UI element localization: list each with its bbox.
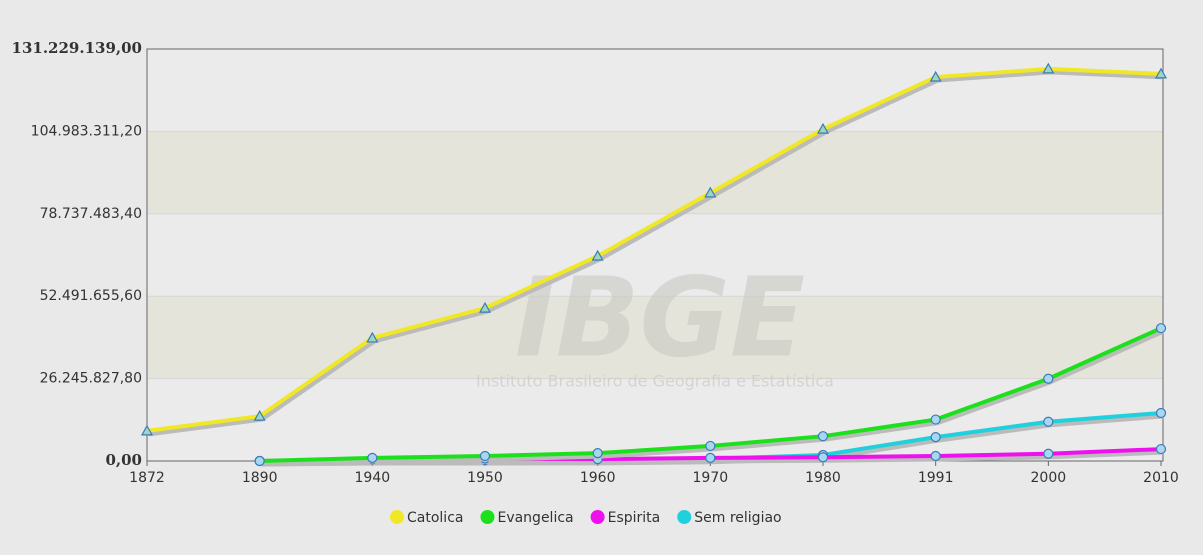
y-tick-label: 131.229.139,00 — [12, 39, 142, 57]
x-tick-label: 1872 — [129, 470, 165, 486]
marker — [1155, 407, 1167, 419]
marker — [591, 249, 604, 261]
marker — [253, 409, 266, 421]
marker — [366, 331, 379, 343]
x-tick-label: 1960 — [580, 470, 616, 486]
x-tick-label: 1980 — [805, 470, 841, 486]
grid-band — [147, 131, 1163, 214]
marker — [1043, 373, 1054, 384]
y-tick-label: 26.245.827,80 — [40, 371, 142, 387]
marker — [1155, 443, 1167, 455]
y-tick-label: 104.983.311,20 — [31, 123, 142, 139]
legend-swatch — [677, 510, 692, 524]
legend-label: Espirita — [608, 510, 661, 526]
x-tick-label: 1940 — [355, 470, 391, 486]
marker — [816, 122, 830, 134]
marker — [929, 70, 942, 82]
marker — [930, 414, 941, 425]
legend-swatch — [480, 510, 495, 524]
marker — [705, 440, 716, 452]
x-tick-label: 1991 — [918, 470, 954, 486]
legend-swatch — [590, 510, 605, 524]
marker — [140, 424, 154, 436]
legend-label: Evangelica — [497, 510, 573, 526]
marker — [254, 455, 265, 467]
marker — [930, 450, 941, 462]
y-tick-label: 52.491.655,60 — [40, 288, 142, 304]
marker — [1154, 67, 1168, 79]
legend-swatch — [390, 510, 404, 524]
marker — [1043, 416, 1054, 427]
x-tick-label: 1950 — [467, 470, 503, 486]
line-shadow — [148, 69, 1164, 437]
marker — [930, 432, 941, 443]
watermark-subtitle: Instituto Brasileiro de Geografia e Esta… — [476, 372, 834, 391]
marker — [479, 450, 491, 462]
x-tick-label: 1970 — [693, 470, 729, 486]
y-tick-label: 0,00 — [105, 451, 142, 469]
marker — [817, 452, 829, 463]
marker — [1043, 448, 1054, 459]
marker — [367, 452, 378, 463]
x-tick-label: 2000 — [1031, 470, 1067, 486]
marker — [705, 452, 716, 463]
series-line — [146, 66, 1162, 433]
marker — [1155, 323, 1167, 334]
legend-label: Catolica — [407, 510, 463, 526]
y-tick-label: 78.737.483,40 — [40, 206, 142, 222]
x-tick-label: 1890 — [242, 470, 278, 486]
marker — [817, 431, 829, 442]
marker — [1042, 62, 1055, 74]
legend-label: Sem religiao — [694, 510, 781, 526]
marker — [592, 448, 603, 459]
plot-area — [147, 49, 1163, 461]
x-tick-label: 2010 — [1143, 470, 1179, 486]
marker — [704, 186, 717, 198]
grid-band — [147, 296, 1163, 379]
marker — [478, 301, 492, 313]
